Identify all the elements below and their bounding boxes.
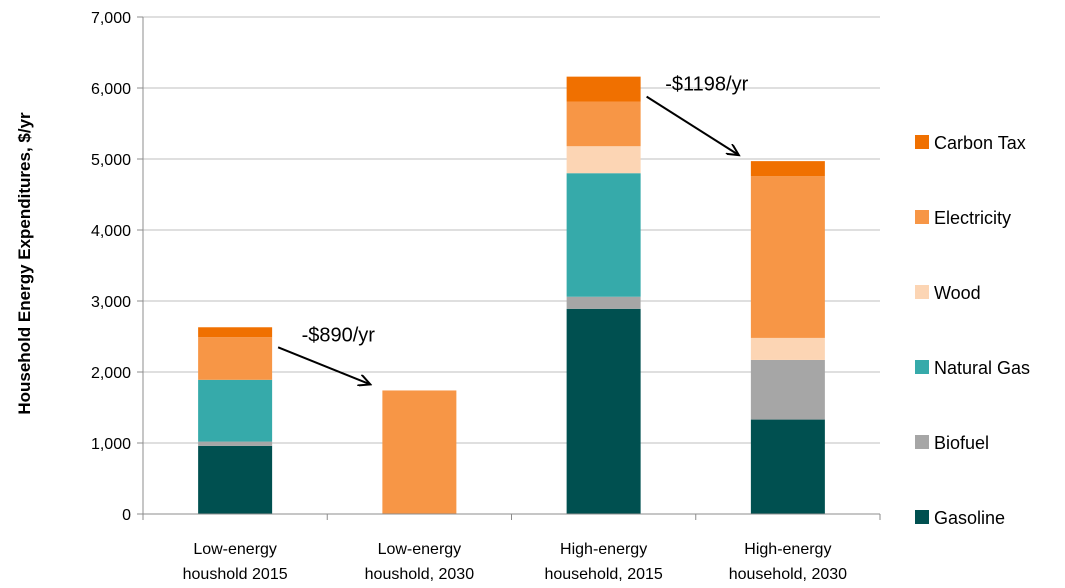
bars (198, 76, 825, 514)
bar-segment-carbon-tax (566, 76, 641, 102)
annotation-arrow (277, 346, 370, 384)
bar-segment-carbon-tax (198, 327, 273, 338)
legend-label: Gasoline (934, 508, 1005, 528)
legend-label: Wood (934, 283, 981, 303)
legend-swatch-natural-gas (915, 360, 929, 374)
y-tick-label: 5,000 (91, 152, 131, 169)
y-tick-label: 2,000 (91, 365, 131, 382)
legend-swatch-wood (915, 285, 929, 299)
x-category-label: houshold 2015 (183, 566, 288, 583)
bar-segment-electricity (198, 337, 273, 380)
bar-segment-carbon-tax (750, 161, 825, 177)
y-tick-label: 6,000 (91, 81, 131, 98)
y-tick-label: 7,000 (91, 10, 131, 27)
legend-swatch-biofuel (915, 435, 929, 449)
legend: Carbon Tax Electricity Wood Natural Gas Biof… (915, 133, 1030, 528)
y-tick-label: 3,000 (91, 294, 131, 311)
axes (137, 16, 881, 520)
legend-label: Biofuel (934, 433, 989, 453)
bar-segment-biofuel (198, 441, 273, 446)
annotation-label: -$1198/yr (665, 74, 748, 96)
y-tick-label: 4,000 (91, 223, 131, 240)
bar-segment-gasoline (750, 419, 825, 514)
bar-segment-biofuel (750, 359, 825, 420)
y-tick-label: 0 (122, 507, 131, 524)
bar-segment-wood (566, 146, 641, 174)
y-tick-label: 1,000 (91, 436, 131, 453)
bar-segment-electricity (566, 101, 641, 147)
y-tick-labels: 0 1,000 2,000 3,000 4,000 5,000 6,000 7,000 (91, 10, 131, 524)
x-category-label: household, 2030 (729, 566, 847, 583)
x-category-label: Low-energy (378, 541, 462, 558)
legend-label: Carbon Tax (934, 133, 1026, 153)
bar-segment-natural-gas (198, 379, 273, 442)
legend-swatch-electricity (915, 210, 929, 224)
legend-label: Natural Gas (934, 358, 1030, 378)
x-category-label: High-energy (744, 541, 831, 558)
x-category-label: High-energy (560, 541, 647, 558)
bar-segment-electricity (750, 176, 825, 338)
annotation-arrow (646, 95, 739, 155)
bar-segment-gasoline (566, 308, 641, 514)
x-category-label: Low-energy (193, 541, 277, 558)
bar-segment-biofuel (566, 296, 641, 309)
annotations: -$890/yr -$1198/yr (277, 74, 749, 385)
x-category-label: houshold, 2030 (365, 566, 475, 583)
x-category-labels: Low-energy houshold 2015 Low-energy houshol… (183, 541, 848, 583)
legend-label: Electricity (934, 208, 1011, 228)
y-axis-label: Household Energy Expenditures, $/yr (15, 112, 34, 415)
bar-segment-wood (750, 337, 825, 360)
bar-segment-natural-gas (566, 173, 641, 297)
annotation-label: -$890/yr (302, 324, 376, 346)
legend-swatch-gasoline (915, 510, 929, 524)
x-category-label: household, 2015 (544, 566, 662, 583)
bar-segment-electricity (382, 390, 457, 514)
bar-segment-gasoline (198, 445, 273, 514)
legend-swatch-carbon-tax (915, 135, 929, 149)
